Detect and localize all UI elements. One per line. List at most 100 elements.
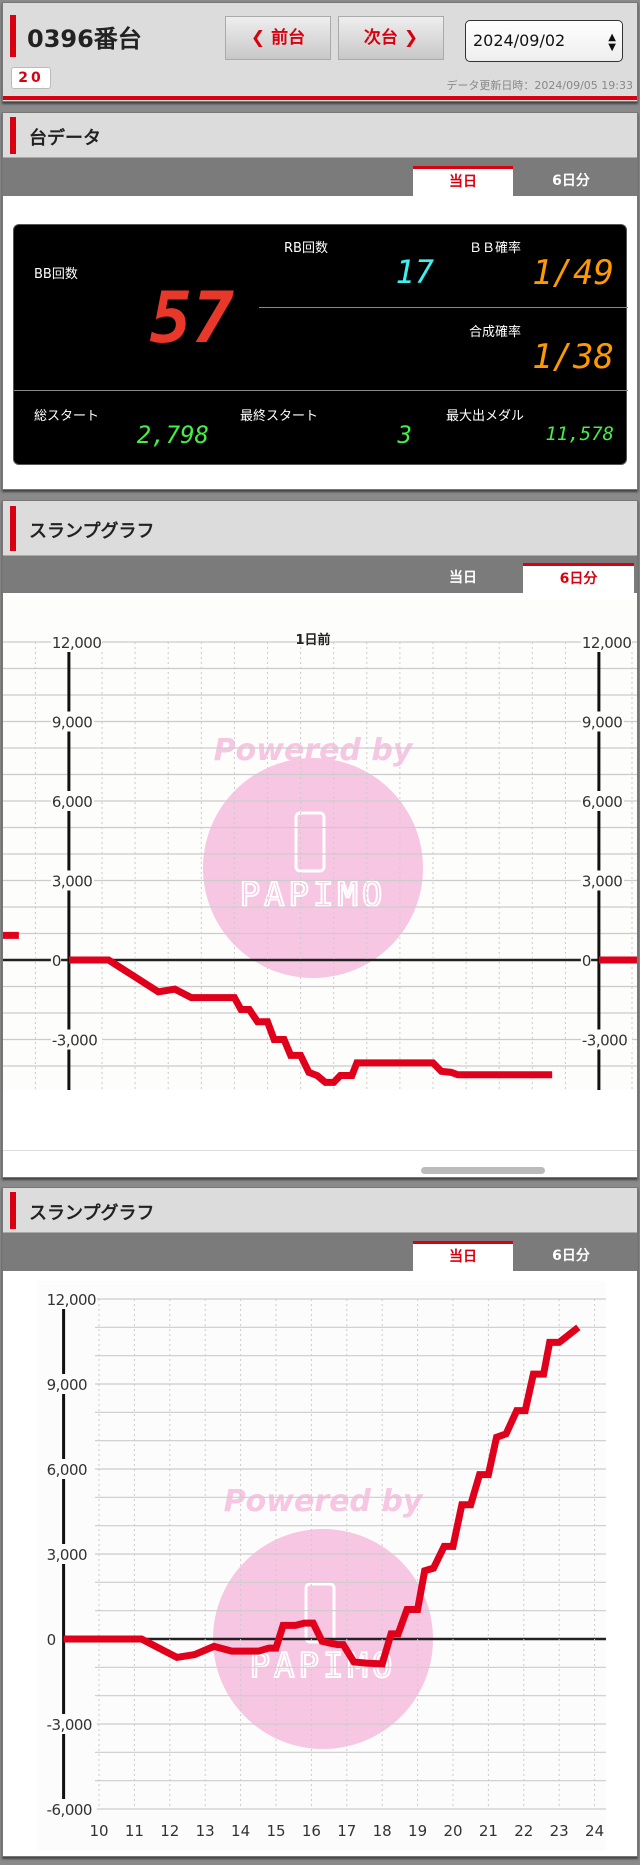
header-divider: [3, 96, 637, 100]
x-tick-label: 24: [585, 1822, 604, 1840]
tick-bg: [50, 711, 94, 732]
tick-bg: [50, 791, 94, 811]
tick-bg: [45, 1629, 56, 1649]
tick-bg: [580, 791, 624, 811]
next-machine-button[interactable]: 次台 ❯: [338, 16, 444, 60]
last-start-value: 3: [397, 421, 412, 449]
rb-value: 17: [395, 253, 434, 291]
page-title: 0396番台: [27, 25, 142, 53]
x-tick-label: 21: [479, 1822, 498, 1840]
section-header: 台データ: [3, 113, 637, 158]
day-label: 1日前: [295, 633, 331, 648]
data-display: BB回数 57 RB回数 17 ＢＢ確率 1/49 合成確率 1/38 総スター…: [13, 224, 628, 465]
tick-bg: [580, 950, 592, 970]
section-header: スランプグラフ: [3, 501, 637, 556]
y-tick-label: 6,000: [582, 793, 622, 811]
y-tick-label: -3,000: [582, 1032, 627, 1050]
x-tick-label: 19: [408, 1822, 427, 1840]
horizontal-scrollbar[interactable]: [421, 1167, 545, 1174]
next-machine-label: 次台: [363, 28, 398, 48]
slump-chart-6day[interactable]: Powered byPAPIMO12,0009,0006,0003,0000-3…: [3, 600, 637, 1090]
tab-bar: 当日 6日分: [3, 158, 637, 196]
total-start-value: 2,798: [136, 421, 209, 449]
y-tick-label: 9,000: [52, 714, 92, 732]
tick-bg: [50, 1029, 103, 1050]
bb-rate-label: ＢＢ確率: [469, 241, 522, 256]
section-title: スランプグラフ: [29, 521, 155, 542]
bb-value: 57: [149, 277, 234, 359]
y-tick-label: 6,000: [52, 793, 92, 811]
tab-today[interactable]: 当日: [413, 166, 513, 196]
tick-bg: [50, 950, 62, 970]
tick-bg: [45, 1544, 89, 1564]
total-start-label: 総スタート: [34, 409, 100, 424]
max-medal-value: 11,578: [545, 423, 614, 445]
divider: [259, 307, 628, 308]
bb-label: BB回数: [34, 267, 78, 282]
y-tick-label: 3,000: [582, 873, 622, 891]
x-tick-label: 18: [373, 1822, 392, 1840]
y-tick-label: 0: [52, 952, 61, 970]
title-accent: [10, 15, 16, 57]
x-tick-label: 15: [266, 1822, 285, 1840]
updated-time: データ更新日時：2024/09/05 19:33: [446, 79, 633, 92]
watermark-powered-by: Powered by: [224, 1484, 424, 1519]
tab-today[interactable]: 当日: [449, 570, 477, 586]
section-accent: [10, 1192, 16, 1229]
tick-bg: [45, 1289, 97, 1309]
slump-line: [63, 1324, 581, 1668]
y-tick-label: 12,000: [582, 634, 632, 652]
x-tick-label: 16: [302, 1822, 321, 1840]
tick-bg: [580, 1029, 633, 1050]
watermark-circle: [203, 758, 423, 978]
max-medal-label: 最大出メダル: [446, 409, 525, 424]
tick-bg: [45, 1459, 89, 1479]
y-tick-label: 6,000: [47, 1461, 87, 1479]
select-arrows-icon: ▲ ▼: [608, 32, 616, 53]
combined-rate-label: 合成確率: [469, 325, 522, 340]
x-tick-label: 11: [125, 1822, 144, 1840]
y-tick-label: 9,000: [582, 714, 622, 732]
tab-6days[interactable]: 6日分: [552, 1248, 590, 1264]
machine-data-panel: 台データ 当日 6日分 BB回数 57 RB回数 17 ＢＢ確率 1/49 合成…: [2, 112, 638, 490]
x-tick-label: 14: [231, 1822, 250, 1840]
section-header: スランプグラフ: [3, 1188, 637, 1233]
tab-today[interactable]: 当日: [413, 1241, 513, 1271]
last-start-label: 最終スタート: [240, 409, 319, 424]
tick-bg: [50, 632, 103, 652]
y-tick-label: 12,000: [52, 634, 102, 652]
chevron-left-icon: ❮: [250, 28, 266, 48]
combined-rate-value: 1/38: [532, 337, 614, 377]
tick-bg: [580, 711, 624, 732]
date-value: 2024/09/02: [473, 31, 566, 50]
prev-machine-button[interactable]: ❮ 前台: [225, 16, 331, 60]
slump-chart-today[interactable]: Powered byPAPIMO12,0009,0006,0003,0000-3…: [3, 1276, 637, 1851]
y-tick-label: -3,000: [47, 1716, 92, 1734]
machine-badge: 20: [11, 67, 51, 89]
tick-bg: [50, 870, 94, 891]
chevron-right-icon: ❯: [403, 28, 419, 48]
divider: [14, 390, 628, 391]
x-tick-label: 10: [89, 1822, 108, 1840]
tab-bar: 当日 6日分: [3, 556, 637, 593]
tick-bg: [45, 1714, 97, 1734]
section-accent: [10, 506, 16, 551]
y-tick-label: 12,000: [47, 1291, 97, 1309]
prev-machine-label: 前台: [271, 28, 306, 48]
tick-bg: [580, 632, 633, 652]
tick-bg: [580, 870, 624, 891]
x-tick-label: 22: [514, 1822, 533, 1840]
x-tick-label: 13: [196, 1822, 215, 1840]
section-title: 台データ: [29, 128, 101, 149]
date-select[interactable]: 2024/09/02 ▲ ▼: [465, 20, 623, 62]
tick-bg: [45, 1799, 97, 1819]
rb-label: RB回数: [284, 241, 328, 256]
x-tick-label: 12: [160, 1822, 179, 1840]
section-accent: [10, 117, 16, 154]
x-tick-label: 23: [550, 1822, 569, 1840]
scroll-track: [3, 1150, 637, 1151]
slump-6day-panel: スランプグラフ 当日 6日分 Powered by PAPIMO 12,000 9,0…: [2, 500, 638, 1178]
bb-rate-value: 1/49: [532, 253, 614, 293]
tab-6days[interactable]: 6日分: [552, 173, 590, 189]
tab-6days[interactable]: 6日分: [523, 563, 634, 593]
